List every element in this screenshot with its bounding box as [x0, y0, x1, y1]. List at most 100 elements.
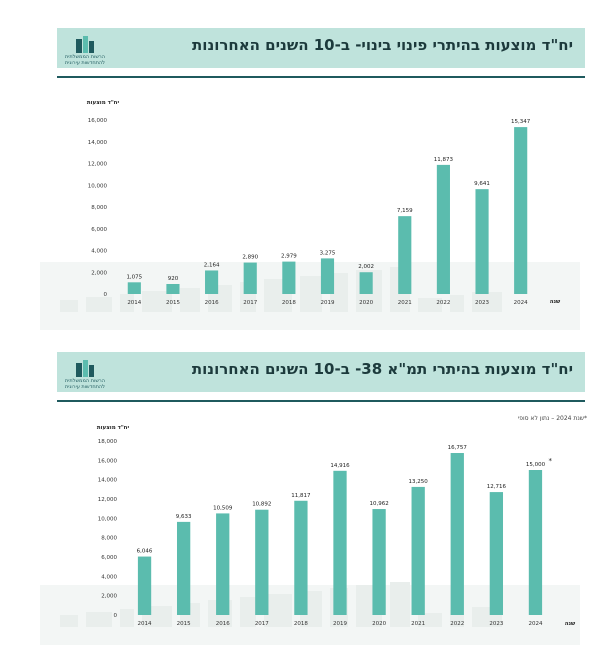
bar-value-label: 2,979 — [281, 254, 297, 260]
bar-value-label: 6,046 — [137, 549, 153, 555]
bar-chart: יח"ד מוצעות 0 2,000 4,000 6,000 8,000 10,000 12… — [40, 425, 580, 645]
x-tick-label: 2020 — [359, 300, 373, 306]
x-tick-label: 2017 — [243, 300, 257, 306]
x-tick-label: 2023 — [475, 300, 489, 306]
skyline-building — [418, 613, 442, 627]
skyline-building — [240, 597, 256, 627]
bar — [475, 189, 489, 294]
y-tick-label: 6,000 — [101, 555, 117, 561]
y-tick-label: 4,000 — [91, 249, 107, 255]
bar-value-label: 7,159 — [397, 208, 413, 214]
bar — [255, 509, 269, 615]
x-tick-label: 2020 — [372, 621, 386, 627]
bar-value-label: 10,962 — [369, 501, 388, 507]
logo-text-line: להתחדשות עירונית — [64, 60, 105, 66]
bar — [489, 492, 504, 615]
bar-value-label: 13,250 — [409, 479, 429, 485]
x-tick-label: 2024 — [528, 621, 542, 627]
bar-value-label: 14,916 — [330, 463, 350, 469]
bar-value-label: 2,890 — [242, 255, 258, 261]
y-tick-label: 12,000 — [88, 162, 108, 168]
bar-value-label: 15,347 — [511, 119, 531, 125]
y-axis-label: יח"ד מוצעות — [97, 425, 130, 431]
bar — [282, 261, 296, 294]
bar — [333, 470, 347, 615]
bar — [205, 270, 219, 294]
bar-footnote-marker: * — [548, 457, 552, 465]
skyline-building — [418, 298, 442, 312]
bar — [176, 521, 191, 615]
bar-value-label: 10,509 — [213, 505, 233, 511]
skyline-building — [390, 582, 410, 627]
bar-value-label: 9,641 — [474, 181, 490, 187]
bar — [528, 470, 543, 615]
x-tick-label: 2016 — [216, 621, 230, 627]
bar-value-label: 15,000 — [526, 462, 546, 468]
x-tick-label: 2021 — [398, 300, 412, 306]
bar — [372, 509, 386, 615]
bar — [166, 283, 180, 294]
bar — [127, 282, 141, 294]
y-tick-label: 16,000 — [88, 118, 108, 124]
y-tick-label: 0 — [114, 613, 118, 619]
y-tick-label: 10,000 — [98, 516, 118, 522]
x-tick-label: 2018 — [282, 300, 296, 306]
bar — [450, 453, 464, 615]
panel-title: יח"ד מוצעות בהיתרי תמ"א 38- ב-10 השנים ה… — [191, 360, 573, 378]
bar-value-label: 11,873 — [434, 157, 454, 163]
bar — [243, 262, 257, 294]
skyline-building — [450, 295, 464, 312]
bar — [514, 127, 528, 294]
footnote-2024: *שנת 2024 – נתון לא סופי — [517, 415, 587, 422]
skyline-building — [60, 300, 78, 312]
y-tick-label: 8,000 — [101, 536, 117, 542]
x-tick-label: 2019 — [333, 621, 347, 627]
logo-text-line: להתחדשות עירונית — [64, 384, 105, 390]
skyline-building — [86, 612, 112, 627]
bar — [436, 164, 450, 294]
authority-logo: הרשות הממשלתית להתחדשות עירונית — [65, 36, 105, 66]
panel-title: יח"ד מוצעות בהיתרי פינוי בינוי- ב-10 השנ… — [192, 36, 573, 54]
panel-header: יח"ד מוצעות בהיתרי פינוי בינוי- ב-10 השנ… — [57, 28, 585, 68]
bar-value-label: 3,275 — [320, 250, 336, 256]
x-tick-label: 2014 — [138, 621, 152, 627]
x-tick-label: 2015 — [177, 621, 191, 627]
bar-value-label: 9,633 — [176, 514, 192, 520]
skyline-building — [120, 294, 134, 312]
skyline-building — [472, 292, 502, 312]
building-logo-icon — [76, 36, 94, 53]
panel-header: יח"ד מוצעות בהיתרי תמ"א 38- ב-10 השנים ה… — [57, 352, 585, 392]
skyline-building — [86, 297, 112, 312]
bar — [320, 258, 335, 294]
skyline-building — [120, 609, 134, 627]
x-tick-label: 2022 — [436, 300, 450, 306]
logo-text-line: הרשות הממשלתית — [64, 378, 105, 384]
y-tick-label: 12,000 — [98, 497, 118, 503]
y-tick-label: 6,000 — [91, 227, 107, 233]
bar-value-label: 920 — [168, 276, 179, 282]
y-tick-label: 14,000 — [98, 478, 118, 484]
y-tick-label: 18,000 — [98, 439, 118, 445]
bar-value-label: 10,892 — [252, 502, 271, 508]
y-tick-label: 2,000 — [101, 594, 117, 600]
authority-logo: הרשות הממשלתית להתחדשות עירונית — [65, 360, 105, 390]
y-axis-label: יח"ד מוצעות — [87, 100, 120, 106]
skyline-background — [40, 262, 580, 330]
skyline-building — [60, 615, 78, 627]
bar-value-label: 2,002 — [358, 264, 374, 270]
skyline-building — [330, 273, 348, 312]
x-tick-label: 2024 — [514, 300, 528, 306]
y-tick-label: 4,000 — [101, 574, 117, 580]
bar — [398, 216, 412, 294]
bar — [411, 486, 425, 615]
bar-chart: יח"ד מוצעות 0 2,000 4,000 6,000 8,000 10,000 12… — [40, 100, 580, 330]
x-tick-label: 2023 — [489, 621, 503, 627]
bar-value-label: 11,817 — [291, 493, 311, 499]
bar-value-label: 16,757 — [448, 445, 468, 451]
bar-value-label: 1,075 — [126, 274, 142, 280]
chart-panel-tama38: יח"ד מוצעות בהיתרי תמ"א 38- ב-10 השנים ה… — [0, 345, 611, 669]
chart-panel-pinui-binui: יח"ד מוצעות בהיתרי פינוי בינוי- ב-10 השנ… — [40, 28, 585, 330]
y-tick-label: 14,000 — [88, 140, 108, 146]
y-tick-label: 10,000 — [88, 183, 108, 189]
y-tick-label: 0 — [104, 292, 108, 298]
